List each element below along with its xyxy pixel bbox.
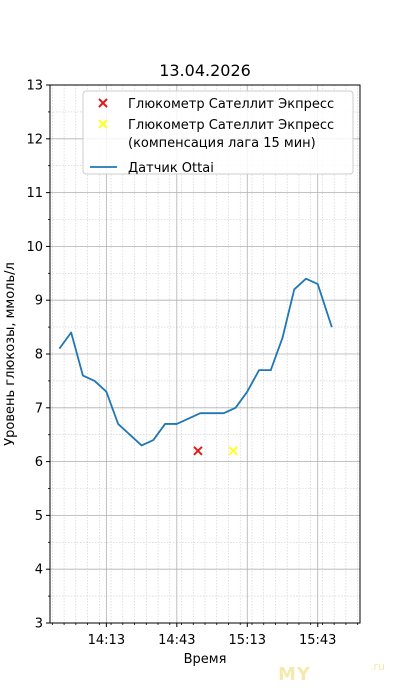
legend-label: Датчик Ottai bbox=[128, 161, 214, 176]
y-tick-label: 5 bbox=[35, 509, 43, 524]
x-tick-label: 14:43 bbox=[158, 633, 195, 648]
minor-grid bbox=[50, 85, 360, 623]
y-tick-label: 8 bbox=[35, 348, 43, 363]
legend-label: Глюкометр Сателлит Экпресс bbox=[128, 118, 334, 133]
y-tick-label: 13 bbox=[26, 79, 43, 94]
legend-item: Глюкометр Сателлит Экпресс (компенсация л… bbox=[98, 118, 334, 151]
y-axis-label: Уровень глюкозы, ммоль/л bbox=[3, 262, 18, 446]
x-axis-label: Время bbox=[184, 652, 227, 667]
scatter-point bbox=[193, 446, 203, 456]
y-tick-label: 11 bbox=[26, 186, 43, 201]
x-tick-label: 15:43 bbox=[299, 633, 336, 648]
x-tick-label: 14:13 bbox=[88, 633, 125, 648]
x-axis: 14:13 14:43 15:13 15:43 bbox=[51, 623, 359, 648]
legend-item: Датчик Ottai bbox=[90, 161, 214, 176]
y-tick-label: 4 bbox=[35, 563, 43, 578]
chart-title: 13.04.2026 bbox=[159, 61, 251, 80]
y-tick-label: 9 bbox=[35, 294, 43, 309]
series-layer bbox=[58, 277, 333, 456]
scatter-point bbox=[228, 446, 238, 456]
x-tick-label: 15:13 bbox=[229, 633, 266, 648]
legend-marker-swatch bbox=[98, 98, 108, 108]
legend-label: Глюкометр Сателлит Экпресс bbox=[128, 97, 334, 112]
legend-box bbox=[82, 90, 354, 175]
y-tick-label: 6 bbox=[35, 455, 43, 470]
legend-marker-swatch bbox=[98, 119, 108, 129]
watermark: MY bbox=[278, 664, 311, 685]
series-line-ottai bbox=[58, 277, 333, 447]
y-axis: 3 4 5 6 7 8 9 10 11 12 13 bbox=[26, 79, 50, 632]
legend-item: Глюкометр Сателлит Экпресс bbox=[98, 97, 334, 112]
y-tick-label: 3 bbox=[35, 617, 43, 632]
y-tick-label: 7 bbox=[35, 401, 43, 416]
watermark-suffix: .ru bbox=[370, 660, 385, 673]
y-tick-label: 10 bbox=[26, 240, 43, 255]
legend-label: (компенсация лага 15 мин) bbox=[128, 136, 316, 151]
y-tick-label: 12 bbox=[26, 132, 43, 147]
